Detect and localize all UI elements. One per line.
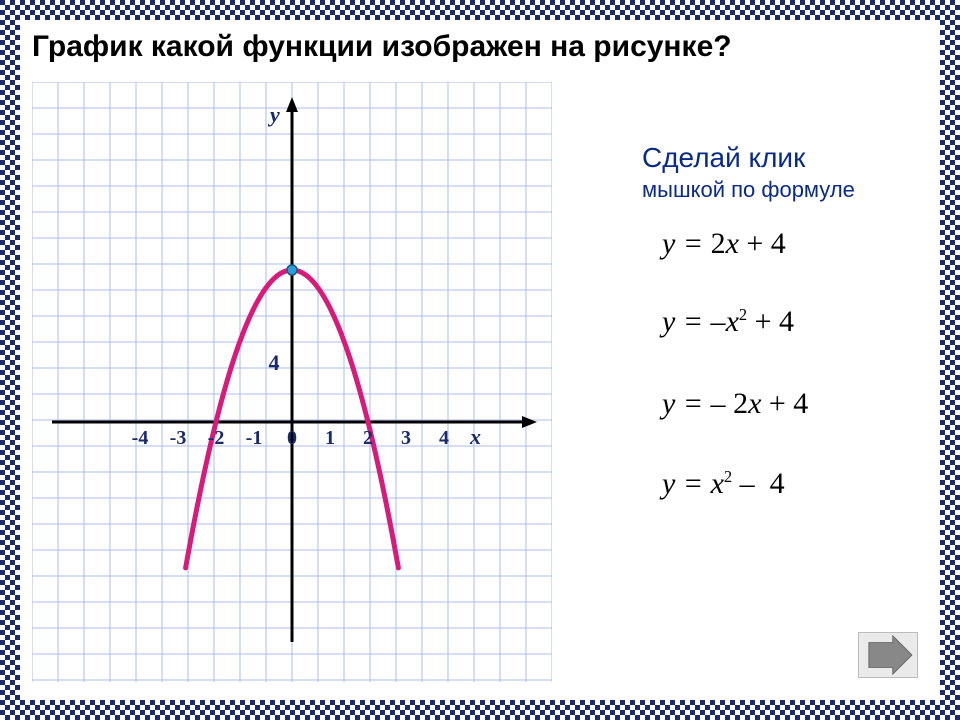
- svg-text:-2: -2: [208, 427, 225, 449]
- svg-text:0: 0: [287, 427, 297, 449]
- answer-option-3[interactable]: y = – 2x + 4: [662, 387, 808, 421]
- svg-text:-4: -4: [132, 427, 149, 449]
- next-button[interactable]: [858, 632, 918, 678]
- svg-text:4: 4: [439, 427, 449, 449]
- answer-option-2[interactable]: y = –x2 + 4: [662, 305, 794, 339]
- instruction-line-1: Сделай клик: [642, 142, 805, 174]
- svg-text:3: 3: [401, 427, 411, 449]
- answer-option-1[interactable]: y = 2x + 4: [662, 227, 786, 261]
- next-arrow-icon: [859, 633, 917, 677]
- svg-text:1: 1: [325, 427, 335, 449]
- svg-text:-3: -3: [170, 427, 187, 449]
- page-title: График какой функции изображен на рисунк…: [32, 30, 732, 64]
- instruction-line-2: мышкой по формуле: [642, 177, 855, 203]
- content-area: График какой функции изображен на рисунк…: [22, 22, 938, 698]
- svg-text:-1: -1: [246, 427, 263, 449]
- svg-text:x: x: [469, 424, 481, 449]
- function-chart: -4-3-2-101234xy4: [32, 82, 552, 682]
- svg-text:2: 2: [363, 427, 373, 449]
- svg-text:4: 4: [269, 350, 280, 375]
- svg-text:y: y: [267, 102, 280, 127]
- answer-option-4[interactable]: y = x2 – 4: [662, 467, 785, 501]
